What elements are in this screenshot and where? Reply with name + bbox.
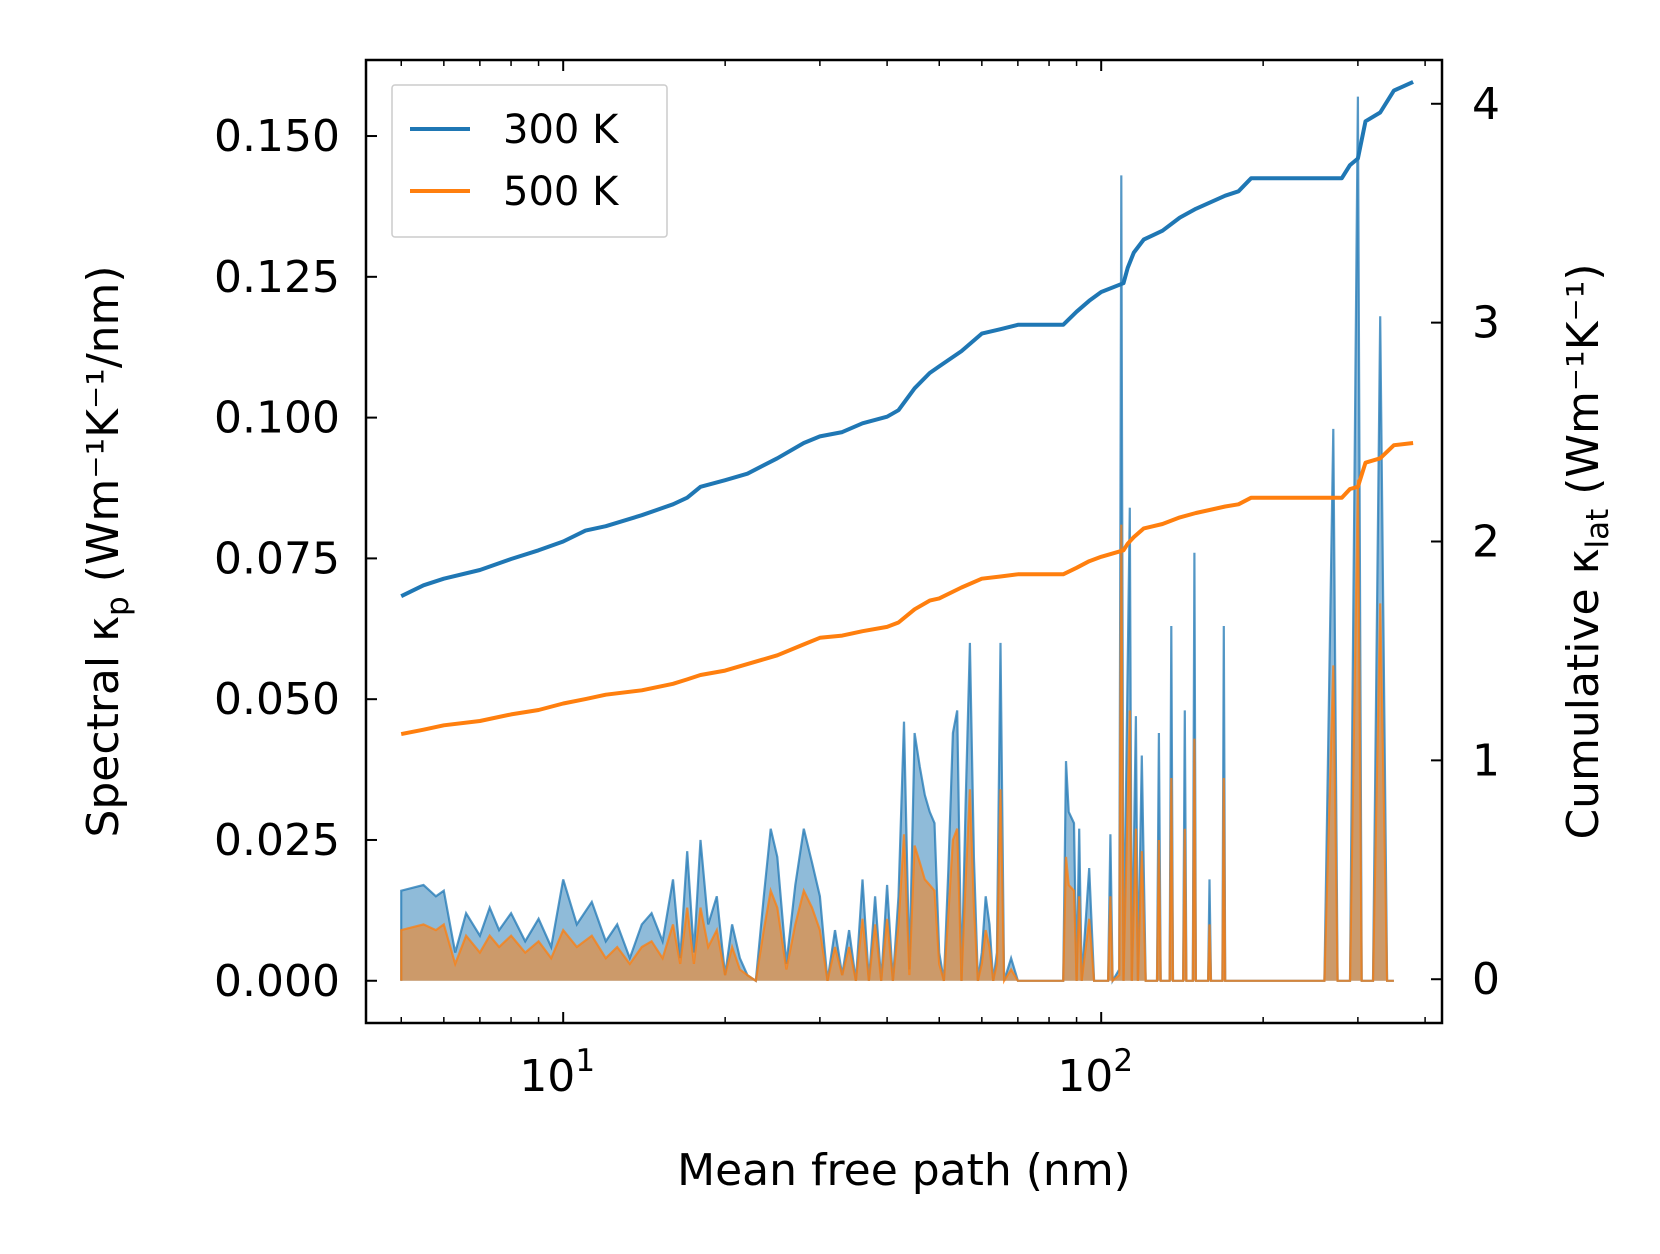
legend-box bbox=[391, 84, 668, 238]
y-left-tick-label: 0.100 bbox=[214, 393, 340, 444]
x-axis-title: Mean free path (nm) bbox=[677, 1145, 1131, 1196]
legend: 300 K 500 K bbox=[391, 84, 668, 238]
y-right-tick-label: 3 bbox=[1472, 298, 1500, 349]
y-left-title-main: Spectral κ bbox=[78, 616, 129, 838]
spectral-outline-1 bbox=[400, 479, 1394, 985]
y-left-tick-label: 0.050 bbox=[214, 674, 340, 725]
x-tick-label-base: 10 bbox=[1057, 1051, 1113, 1102]
y-left-tick-label: 0.150 bbox=[214, 111, 340, 162]
y-right-tick-label: 1 bbox=[1472, 735, 1500, 786]
legend-label-300k: 300 K bbox=[503, 107, 620, 153]
y-right-axis-title: Cumulative κlat (Wm⁻¹K⁻¹) bbox=[1558, 263, 1616, 839]
y-left-tick-label: 0.075 bbox=[214, 533, 340, 584]
x-tick-label-exp: 2 bbox=[1113, 1043, 1133, 1079]
x-tick-label-base: 10 bbox=[519, 1051, 575, 1102]
y-right-title-units: (Wm⁻¹K⁻¹) bbox=[1558, 263, 1609, 508]
x-tick-label-exp: 1 bbox=[575, 1043, 595, 1079]
legend-label-500k: 500 K bbox=[503, 169, 620, 215]
y-left-tick-label: 0.000 bbox=[214, 956, 340, 1007]
y-left-title-units: (Wm⁻¹K⁻¹/nm) bbox=[78, 265, 129, 596]
cumulative-line-0 bbox=[400, 80, 1414, 598]
y-left-title-subscript: p bbox=[100, 596, 136, 616]
x-tick-label: 101 bbox=[519, 1043, 595, 1102]
spectral-fill-layer bbox=[400, 96, 1394, 985]
cumulative-line-layer bbox=[400, 80, 1414, 737]
y-right-tick-label: 2 bbox=[1472, 517, 1500, 568]
y-right-title-subscript: lat bbox=[1580, 509, 1616, 549]
cumulative-line-1 bbox=[400, 441, 1414, 737]
y-left-tick-label: 0.025 bbox=[214, 815, 340, 866]
y-right-tick-label: 4 bbox=[1472, 79, 1500, 130]
tick-layer: 101 1020.0000.0250.0500.0750.1000.1250.15… bbox=[214, 60, 1500, 1102]
y-right-title-main: Cumulative κ bbox=[1558, 548, 1609, 839]
y-right-tick-label: 0 bbox=[1472, 954, 1500, 1005]
x-tick-label: 102 bbox=[1057, 1043, 1133, 1102]
y-left-axis-title: Spectral κp (Wm⁻¹K⁻¹/nm) bbox=[78, 265, 136, 837]
y-left-tick-label: 0.125 bbox=[214, 252, 340, 303]
